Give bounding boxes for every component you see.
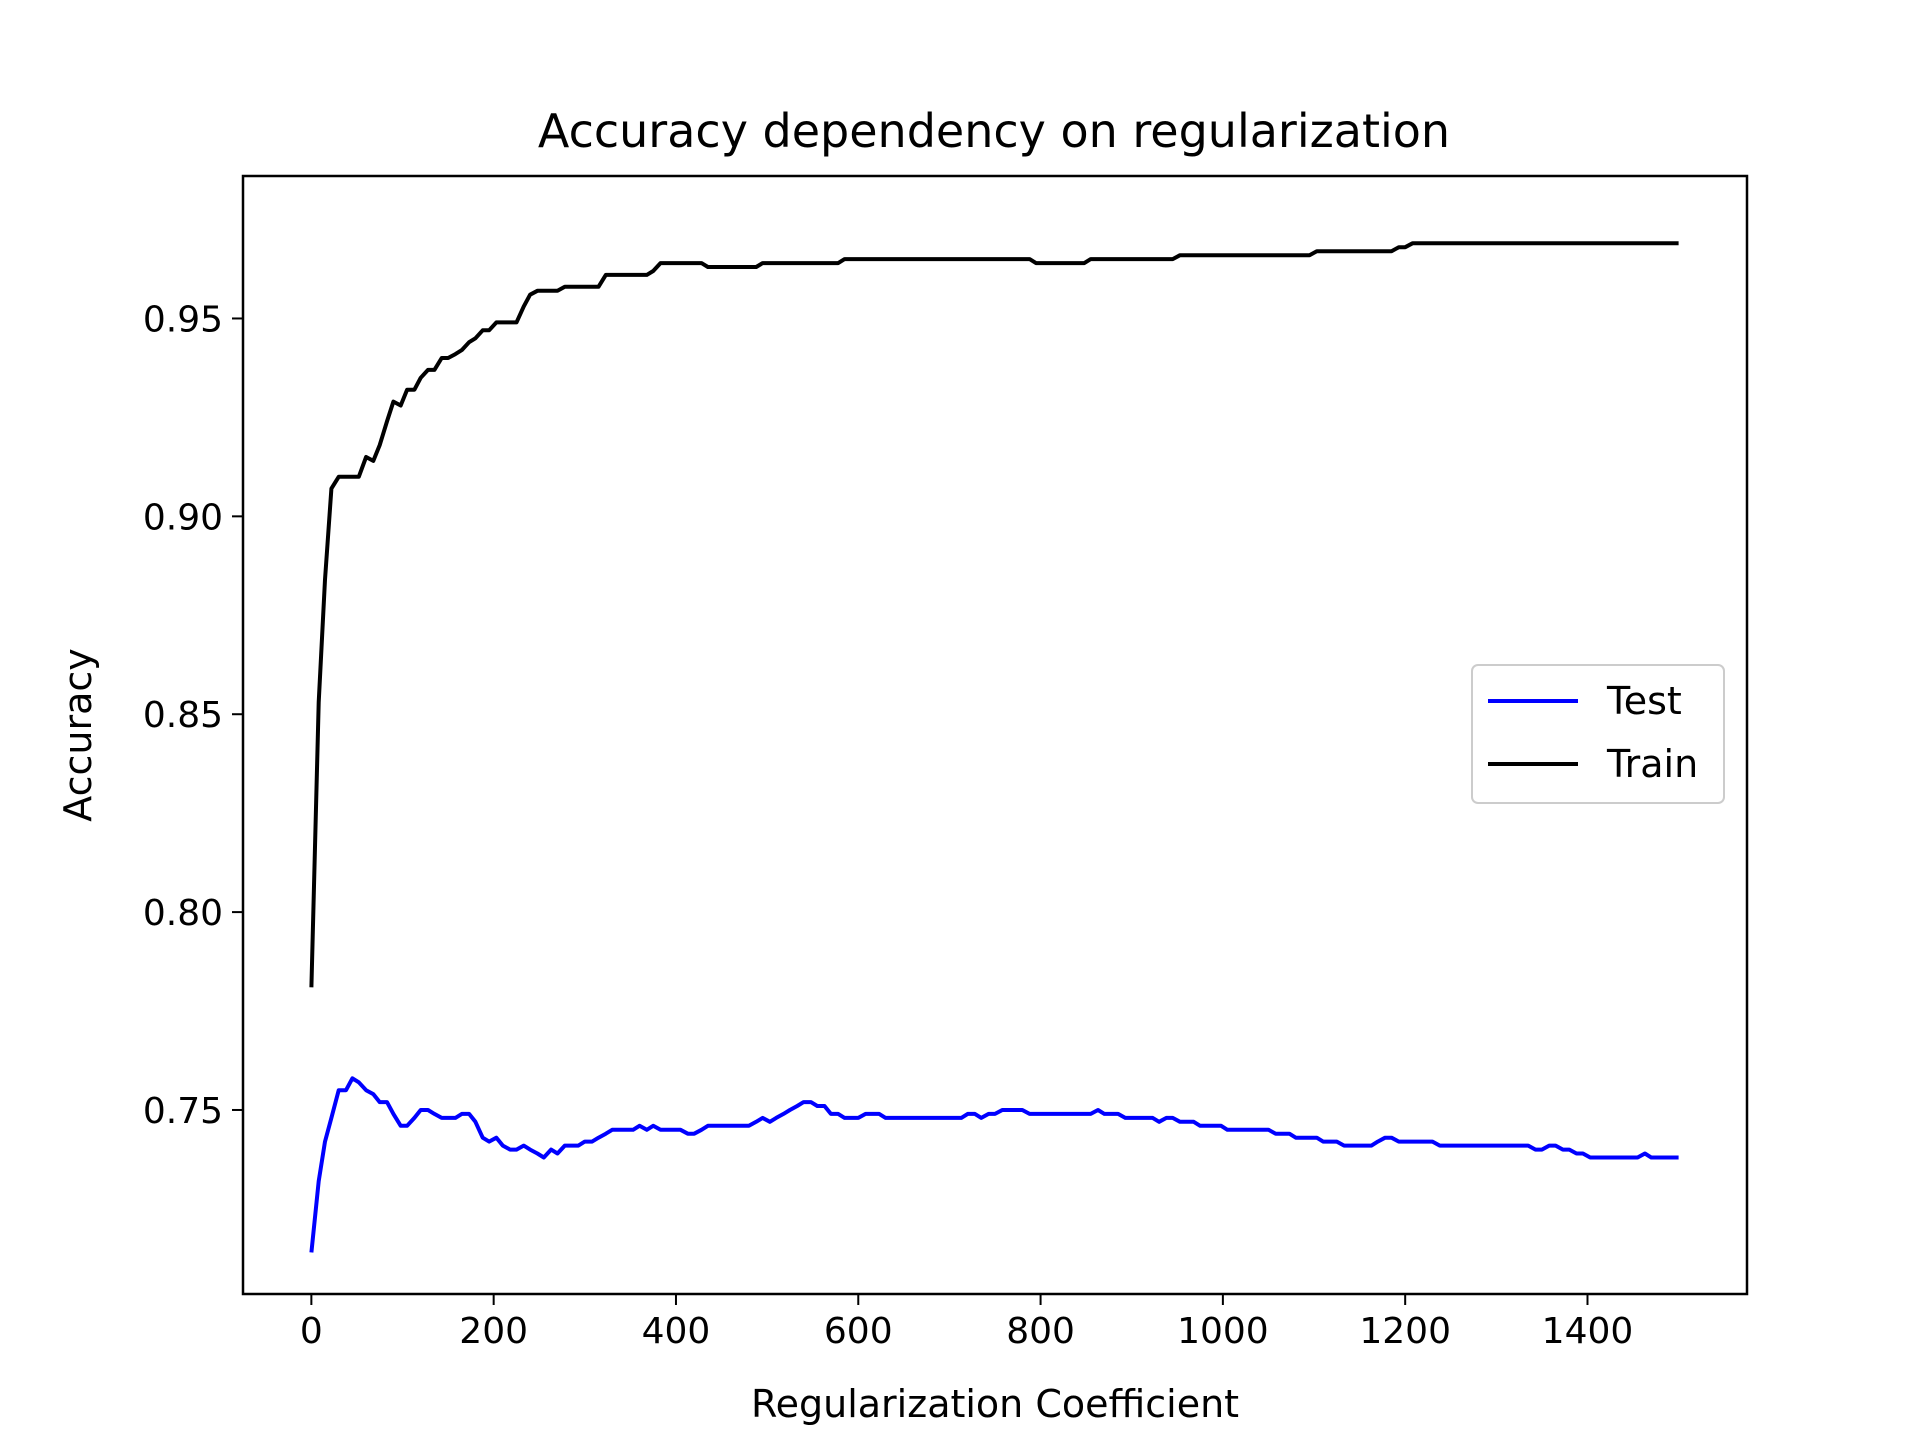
x-tick-label: 0 [300, 1311, 323, 1352]
y-axis-label: Accuracy [56, 648, 100, 822]
legend: Test Train [1471, 664, 1725, 804]
y-tick-label: 0.90 [143, 497, 223, 538]
y-tick-label: 0.75 [143, 1091, 223, 1132]
series-lines [309, 241, 1679, 1253]
legend-label-train: Train [1606, 742, 1698, 786]
x-tick-label: 1200 [1359, 1311, 1451, 1352]
legend-label-test: Test [1606, 679, 1682, 723]
y-tick-label: 0.80 [143, 893, 223, 934]
chart-title: Accuracy dependency on regularization [538, 104, 1450, 158]
x-tick-label: 1400 [1542, 1311, 1634, 1352]
x-tick-label: 200 [459, 1311, 528, 1352]
series-line-train [309, 241, 1679, 988]
x-axis: 0 200 400 600 800 1000 1200 1400 [300, 1294, 1633, 1352]
y-axis: 0.75 0.80 0.85 0.90 0.95 [143, 299, 243, 1132]
x-tick-label: 600 [824, 1311, 893, 1352]
x-tick-label: 1000 [1177, 1311, 1269, 1352]
x-tick-label: 800 [1006, 1311, 1075, 1352]
plot-frame [241, 174, 1749, 1296]
y-tick-label: 0.95 [143, 299, 223, 340]
series-line-test [309, 1076, 1679, 1253]
x-axis-label: Regularization Coefficient [751, 1382, 1239, 1426]
y-tick-label: 0.85 [143, 695, 223, 736]
x-tick-label: 400 [642, 1311, 711, 1352]
